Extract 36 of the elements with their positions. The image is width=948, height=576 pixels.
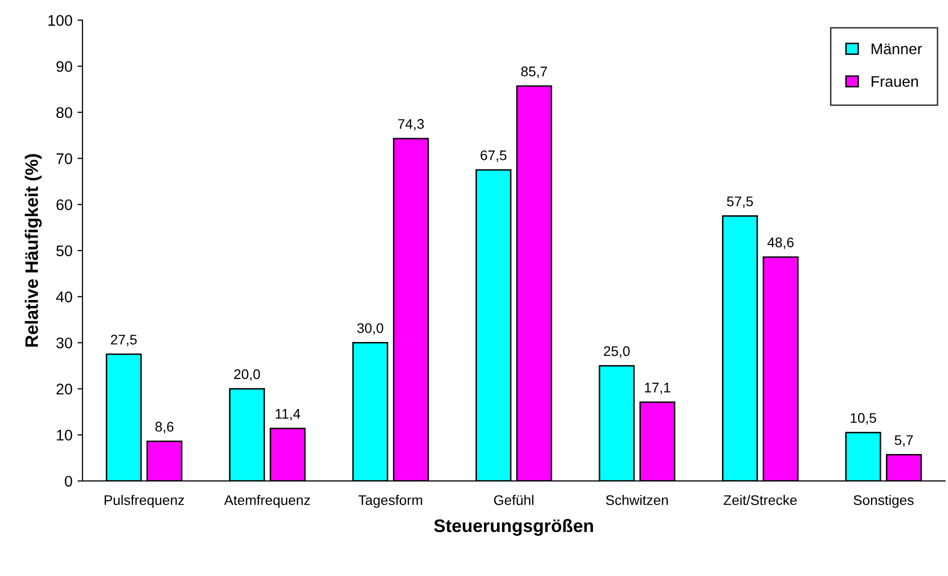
data-label: 57,5 [727, 196, 753, 208]
y-tick-label: 30 [56, 338, 72, 348]
y-tick-label: 70 [56, 153, 72, 164]
data-label: 10,5 [850, 413, 876, 425]
y-tick-label: 80 [56, 107, 72, 118]
y-tick-label: 90 [56, 61, 72, 72]
data-label: 74,3 [398, 119, 424, 131]
y-tick-label: 100 [48, 15, 72, 26]
data-label: 8,6 [155, 422, 174, 434]
data-label: 85,7 [521, 66, 547, 78]
legend-label: Frauen [872, 76, 918, 87]
data-label: 25,0 [604, 346, 630, 358]
x-tick-label: Zeit/Strecke [724, 494, 797, 506]
y-tick-label: 60 [56, 199, 72, 210]
legend-label: Männer [872, 44, 922, 54]
data-label: 11,4 [276, 409, 300, 420]
y-tick-label: 0 [64, 476, 72, 487]
y-tick-label: 50 [56, 245, 72, 256]
x-tick-label: Tagesform [358, 494, 422, 508]
x-tick-label: Sonstiges [854, 494, 914, 508]
y-axis-title: Relative Häufigkeit (%) [24, 154, 42, 347]
x-axis-title: Steuerungsgrößen [434, 518, 593, 536]
data-label: 5,7 [894, 435, 913, 447]
data-label: 30,0 [357, 323, 384, 335]
x-tick-label: Atemfrequenz [224, 494, 310, 508]
data-label: 67,5 [480, 150, 506, 162]
data-label: 48,6 [767, 237, 794, 249]
y-tick-label: 20 [56, 384, 72, 394]
x-tick-label: Gefühl [494, 494, 534, 506]
y-tick-label: 10 [56, 430, 72, 441]
y-tick-label: 40 [56, 292, 72, 302]
data-label: 27,5 [110, 334, 137, 346]
x-tick-label: Schwitzen [606, 494, 668, 506]
data-label: 17,1 [644, 382, 670, 394]
x-tick-label: Pulsfrequenz [104, 494, 184, 508]
data-label: 20,0 [234, 369, 260, 381]
